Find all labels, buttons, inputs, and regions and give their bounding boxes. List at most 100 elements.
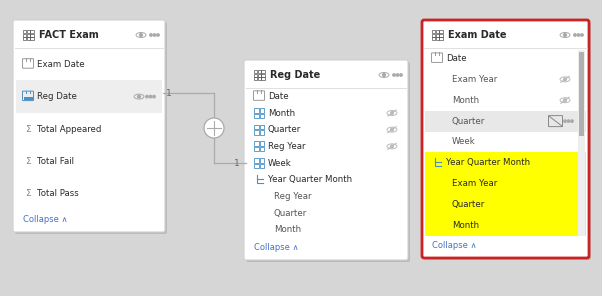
Circle shape <box>393 74 395 76</box>
Text: Quarter: Quarter <box>452 117 485 126</box>
Circle shape <box>563 99 566 102</box>
Bar <box>30 30 34 33</box>
Text: Quarter: Quarter <box>452 200 485 209</box>
Circle shape <box>564 120 566 122</box>
Bar <box>254 130 258 135</box>
Bar <box>254 74 257 77</box>
Circle shape <box>140 34 143 36</box>
Bar <box>23 97 33 100</box>
Text: Year Quarter Month: Year Quarter Month <box>446 158 530 168</box>
Bar <box>579 52 584 136</box>
Text: Collapse ∧: Collapse ∧ <box>23 215 67 224</box>
FancyBboxPatch shape <box>13 20 165 232</box>
Bar <box>578 50 585 236</box>
Circle shape <box>400 74 402 76</box>
Text: Reg Year: Reg Year <box>274 192 311 201</box>
Bar <box>259 113 264 118</box>
Circle shape <box>391 128 393 131</box>
Text: Total Appeared: Total Appeared <box>37 125 101 133</box>
Circle shape <box>577 34 580 36</box>
Text: Reg Date: Reg Date <box>37 92 77 101</box>
Bar <box>425 173 586 194</box>
Text: Σ: Σ <box>25 189 31 198</box>
Text: Σ: Σ <box>25 125 31 133</box>
Text: Month: Month <box>452 221 479 230</box>
Bar <box>259 158 264 163</box>
Text: Exam Date: Exam Date <box>37 60 85 69</box>
Circle shape <box>571 120 573 122</box>
Circle shape <box>574 34 576 36</box>
Text: Date: Date <box>268 92 288 101</box>
Text: Exam Year: Exam Year <box>452 179 497 188</box>
Bar <box>259 130 264 135</box>
Circle shape <box>150 34 152 36</box>
Circle shape <box>396 74 399 76</box>
Bar <box>436 37 439 41</box>
Circle shape <box>567 120 569 122</box>
Circle shape <box>563 34 566 36</box>
Circle shape <box>204 118 224 138</box>
Circle shape <box>138 95 140 98</box>
Bar <box>439 37 442 41</box>
Bar <box>436 30 439 33</box>
Bar <box>254 77 257 81</box>
Bar <box>254 113 258 118</box>
Bar <box>439 30 442 33</box>
FancyBboxPatch shape <box>15 22 167 234</box>
FancyBboxPatch shape <box>424 22 591 260</box>
Bar <box>425 152 586 173</box>
Bar <box>254 125 258 129</box>
Text: 1: 1 <box>234 158 240 168</box>
Text: Reg Date: Reg Date <box>270 70 320 80</box>
Bar <box>261 74 264 77</box>
Text: Collapse ∧: Collapse ∧ <box>254 244 299 252</box>
Bar <box>258 70 261 73</box>
Text: Date: Date <box>446 54 467 63</box>
Bar <box>261 77 264 81</box>
Bar <box>23 34 26 37</box>
Circle shape <box>563 78 566 81</box>
Text: Week: Week <box>268 158 292 168</box>
Bar <box>254 163 258 168</box>
Bar <box>23 30 26 33</box>
Circle shape <box>149 95 152 98</box>
Bar <box>439 34 442 37</box>
Bar <box>254 147 258 151</box>
Text: Total Fail: Total Fail <box>37 157 74 166</box>
Text: Collapse ∧: Collapse ∧ <box>432 242 477 250</box>
Bar <box>425 111 586 131</box>
Text: Exam Date: Exam Date <box>448 30 506 40</box>
Text: FACT Exam: FACT Exam <box>39 30 99 40</box>
Bar <box>436 34 439 37</box>
Circle shape <box>153 95 155 98</box>
FancyBboxPatch shape <box>244 60 408 260</box>
Circle shape <box>383 74 385 76</box>
Circle shape <box>581 34 583 36</box>
Bar <box>425 215 586 236</box>
Text: Week: Week <box>452 138 476 147</box>
Text: Exam Year: Exam Year <box>452 75 497 84</box>
Bar <box>254 141 258 146</box>
Circle shape <box>146 95 148 98</box>
Circle shape <box>391 145 393 148</box>
Circle shape <box>391 112 393 114</box>
Bar <box>26 34 30 37</box>
Bar <box>259 147 264 151</box>
Bar <box>258 77 261 81</box>
Bar <box>26 30 30 33</box>
Bar <box>254 108 258 112</box>
Bar <box>425 194 586 215</box>
Text: Total Pass: Total Pass <box>37 189 79 198</box>
Text: Year Quarter Month: Year Quarter Month <box>268 175 352 184</box>
Bar <box>254 158 258 163</box>
Bar <box>254 70 257 73</box>
Text: Reg Year: Reg Year <box>268 142 305 151</box>
Text: Month: Month <box>274 225 301 234</box>
Bar <box>261 70 264 73</box>
Bar <box>259 125 264 129</box>
Bar <box>259 108 264 112</box>
Circle shape <box>157 34 159 36</box>
Bar <box>259 163 264 168</box>
Text: Quarter: Quarter <box>268 125 301 134</box>
Bar <box>16 81 162 113</box>
